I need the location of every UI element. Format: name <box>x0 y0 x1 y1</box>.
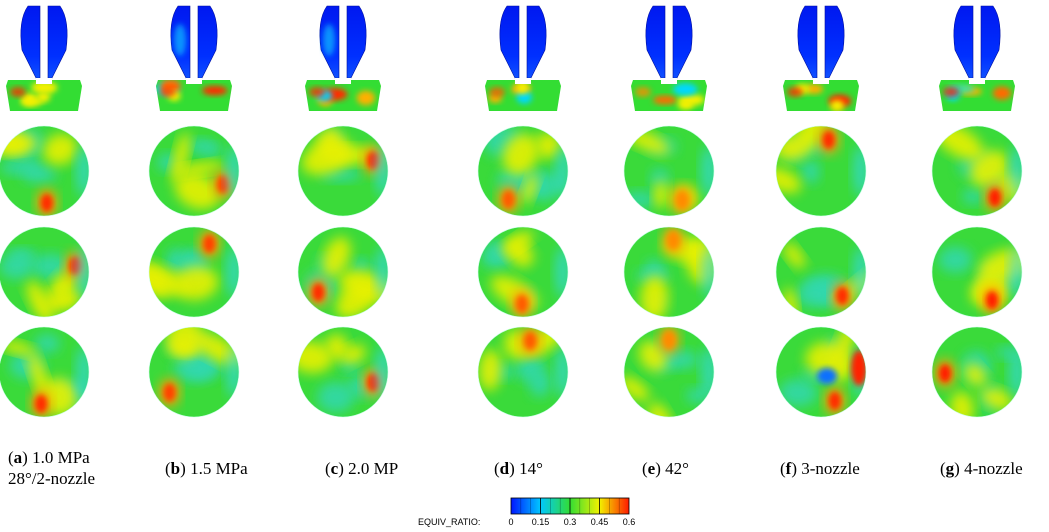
caption-d: (d) 14° <box>494 459 543 478</box>
caption-letter: a <box>13 448 23 467</box>
case-panel-a <box>0 5 90 418</box>
nozzle-section <box>170 5 218 79</box>
colorbar-tick-label: 0.3 <box>563 517 577 527</box>
caption-letter: g <box>945 459 955 478</box>
colorbar <box>510 497 630 515</box>
caption-e: (e) 42° <box>642 459 689 478</box>
nozzle-section <box>953 5 1001 79</box>
cross-section-1 <box>624 126 714 216</box>
cross-section-1 <box>0 126 89 216</box>
caption-letter: b <box>170 459 181 478</box>
cross-section-1 <box>478 126 568 216</box>
cross-section-1 <box>149 126 239 216</box>
chamber-section <box>156 80 232 111</box>
caption-text: 3-nozzle <box>797 459 860 478</box>
case-panel-c <box>297 5 389 418</box>
cross-section-3 <box>149 327 239 417</box>
caption-text: 2.0 MP <box>343 459 399 478</box>
case-panel-b <box>148 5 240 418</box>
nozzle-section <box>797 5 845 79</box>
case-panel-d <box>477 5 569 418</box>
caption-letter: c <box>330 459 339 478</box>
cross-section-2 <box>298 227 388 317</box>
caption-text: 1.5 MPa <box>185 459 248 478</box>
caption-text: 42° <box>660 459 689 478</box>
cross-section-2 <box>932 227 1022 317</box>
caption-b: (b) 1.5 MPa <box>165 459 248 478</box>
colorbar-tick-label: 0.6 <box>622 517 636 527</box>
case-panel-f <box>775 5 867 418</box>
cross-section-1 <box>298 126 388 216</box>
nozzle-section <box>499 5 547 79</box>
cross-section-3 <box>0 327 89 417</box>
case-panel-e <box>623 5 715 418</box>
caption-text: 1.0 MPa <box>27 448 90 467</box>
cross-section-3 <box>776 327 866 417</box>
colorbar-tick-label: 0 <box>508 517 514 527</box>
chamber-section <box>485 80 561 111</box>
chamber-section <box>631 80 707 111</box>
cross-section-2 <box>624 227 714 317</box>
caption-g: (g) 4-nozzle <box>940 459 1023 478</box>
cross-section-3 <box>932 327 1022 417</box>
cross-section-1 <box>932 126 1022 216</box>
cross-section-3 <box>478 327 568 417</box>
chamber-section <box>783 80 859 111</box>
cross-section-3 <box>298 327 388 417</box>
nozzle-section <box>645 5 693 79</box>
caption-c: (c) 2.0 MP <box>325 459 399 478</box>
chamber-section <box>305 80 381 111</box>
cross-section-1 <box>776 126 866 216</box>
chamber-section <box>6 80 82 111</box>
nozzle-section <box>319 5 367 79</box>
caption-letter: d <box>499 459 510 478</box>
caption-f: (f) 3-nozzle <box>780 459 860 478</box>
cross-section-3 <box>624 327 714 417</box>
colorbar-tick-label: 0.45 <box>590 517 609 527</box>
chamber-section <box>939 80 1015 111</box>
caption-a: (a) 1.0 MPa 28°/2-nozzle <box>8 448 96 488</box>
caption-letter: e <box>647 459 656 478</box>
caption-text: 4-nozzle <box>959 459 1023 478</box>
case-panel-g <box>931 5 1023 418</box>
cross-section-2 <box>149 227 239 317</box>
colorbar-tick-label: 0.15 <box>531 517 550 527</box>
caption-text-line2: 28°/2-nozzle <box>8 469 96 488</box>
colorbar-variable-label: EQUIV_RATIO: <box>418 517 481 527</box>
caption-text: 14° <box>514 459 543 478</box>
nozzle-section <box>20 5 68 79</box>
caption-letter: f <box>785 459 792 478</box>
cross-section-2 <box>0 227 89 317</box>
